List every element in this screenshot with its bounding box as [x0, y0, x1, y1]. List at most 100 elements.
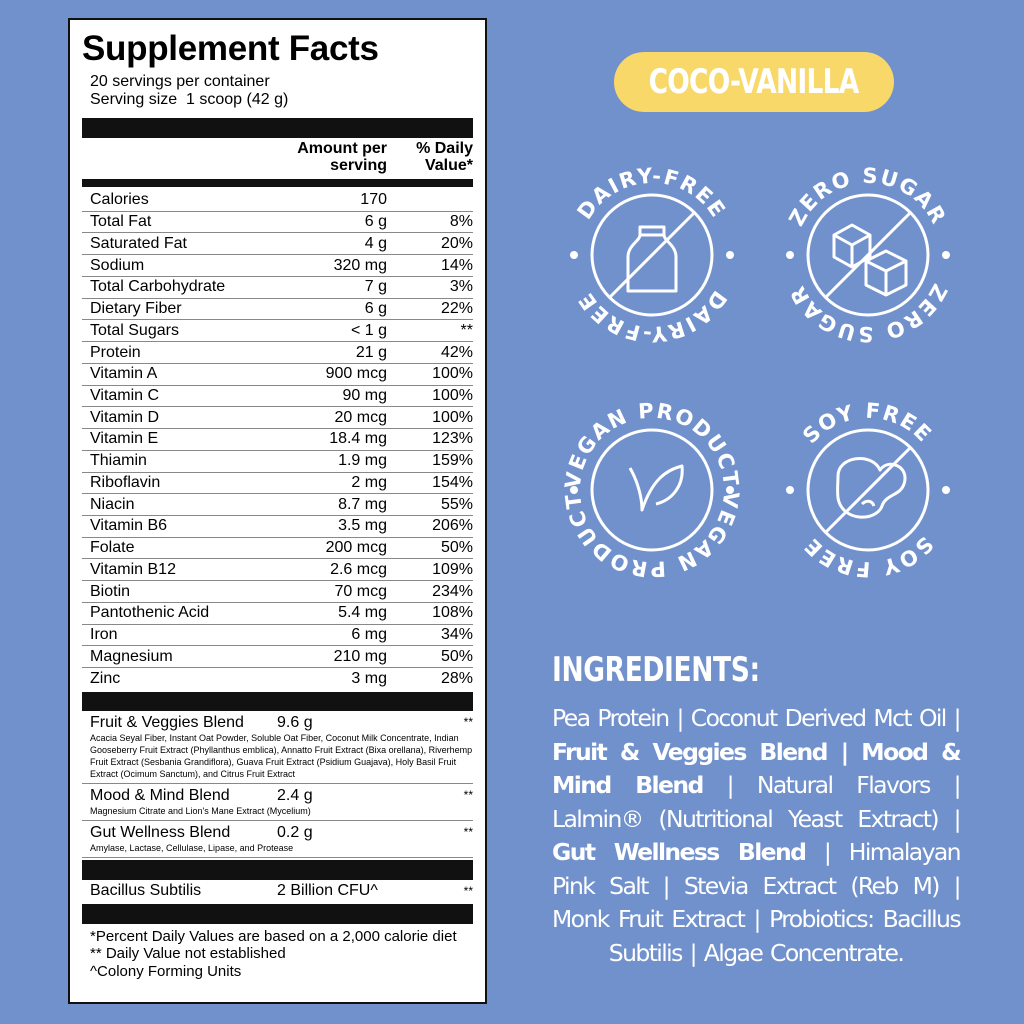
nutrient-row: Magnesium 210 mg 50%	[82, 646, 473, 669]
badge-dot	[786, 486, 794, 494]
nutrient-dv: 34%	[440, 626, 473, 644]
ingredient-segment: Pea Protein | Coconut Derived Mct Oil |	[552, 704, 962, 732]
badge-text: VEGAN PRODUCT	[561, 399, 744, 490]
nutrient-amount: 3.5 mg	[338, 517, 387, 535]
badge-dot	[942, 251, 950, 259]
nutrient-dv: **	[460, 321, 473, 339]
bar	[82, 903, 473, 924]
blend-name: Gut Wellness Blend	[90, 823, 231, 841]
badge-ring	[590, 428, 714, 552]
nutrient-row: Pantothenic Acid 5.4 mg 108%	[82, 603, 473, 625]
nutrient-dv: 108%	[432, 604, 473, 622]
blend-name: Fruit & Veggies Blend	[90, 713, 244, 731]
blend-dv: **	[463, 824, 473, 839]
ingredient-segment: Fruit & Veggies Blend | Mood & Mind Blen…	[552, 737, 962, 800]
nutrient-name: Total Sugars	[90, 321, 179, 339]
nutrient-amount: 20 mcg	[334, 408, 387, 426]
badge-text: VEGAN PRODUCT	[561, 490, 744, 581]
badge-dot	[570, 486, 578, 494]
nutrient-name: Dietary Fiber	[90, 300, 182, 318]
nutrient-dv: 100%	[432, 408, 473, 426]
nutrient-amount: 90 mg	[342, 386, 387, 404]
nutrient-row: Folate 200 mcg 50%	[82, 538, 473, 560]
badge-icon	[626, 225, 678, 293]
nutrient-amount: 1.9 mg	[338, 452, 387, 470]
blend-dv: **	[463, 714, 473, 729]
header-dv: % Daily Value*	[416, 140, 473, 174]
nutrient-amount: 7 g	[364, 278, 387, 296]
nutrient-name: Saturated Fat	[90, 234, 187, 252]
blend: Mood & Mind Blend 2.4 g ** Magnesium Citrat…	[82, 784, 473, 821]
nutrient-dv: 159%	[432, 452, 473, 470]
badge-icon	[832, 223, 908, 297]
nutrient-amount: 4 g	[364, 234, 387, 252]
nutrient-amount: 2.6 mcg	[330, 560, 387, 578]
probiotic-row: Bacillus Subtilis 2 Billion CFU^ **	[82, 880, 473, 902]
nutrient-row: Vitamin D 20 mcg 100%	[82, 407, 473, 430]
header-amount: Amount per serving	[297, 140, 387, 174]
footnote: ^Colony Forming Units	[90, 962, 242, 980]
badge-ring	[806, 193, 930, 317]
nutrient-name: Protein	[90, 343, 141, 361]
serving-size: Serving size 1 scoop (42 g)	[90, 91, 289, 108]
badge-text-run: VEGAN PRODUCT	[561, 490, 741, 581]
blend-description: Acacia Seyal Fiber, Instant Oat Powder, …	[90, 732, 473, 779]
badge-dot	[786, 251, 794, 259]
nutrient-amount: < 1 g	[350, 321, 387, 339]
nutrient-amount: 2 mg	[351, 473, 387, 491]
nutrient-dv: 28%	[440, 670, 473, 688]
nutrient-row: Vitamin C 90 mg 100%	[82, 386, 473, 408]
nutrient-row: Riboflavin 2 mg 154%	[82, 473, 473, 495]
footnote: *Percent Daily Values are based on a 2,0…	[90, 927, 457, 945]
badge-text-run: VEGAN PRODUCT	[561, 399, 741, 490]
bar	[82, 118, 473, 138]
ingredient-segment: | Himalayan Pink Salt | Stevia Extract (…	[552, 838, 962, 967]
blend-amount: 9.6 g	[277, 713, 313, 731]
nutrient-dv: 22%	[440, 300, 473, 318]
title: Supplement Facts	[82, 29, 379, 68]
flavor-badge: COCO-VANILLA	[614, 52, 894, 112]
badge-dot	[570, 251, 578, 259]
nutrient-row: Sodium 320 mg 14%	[82, 255, 473, 277]
probiotic-amount: 2 Billion CFU^	[277, 881, 378, 899]
nutrient-amount: 170	[360, 191, 387, 209]
badge: SOY FREE SOY FREE	[786, 399, 950, 582]
nutrient-dv: 8%	[449, 213, 473, 231]
blend-amount: 0.2 g	[277, 823, 313, 841]
blend-row: Gut Wellness Blend 0.2 g **	[90, 823, 473, 842]
badge-text-run: ZERO SUGAR	[784, 164, 949, 230]
nutrient-row: Saturated Fat 4 g 20%	[82, 233, 473, 256]
nutrient-rows: Calories 170 Total Fat 6 g 8% Saturated Fat 4 …	[82, 190, 473, 690]
nutrient-dv: 55%	[440, 495, 473, 513]
nutrient-name: Calories	[90, 191, 149, 209]
badge-slash	[608, 211, 696, 299]
badge-dot	[942, 486, 950, 494]
nutrient-name: Biotin	[90, 582, 131, 600]
blend-dv: **	[463, 787, 473, 802]
nutrient-amount: 18.4 mg	[329, 430, 387, 448]
nutrient-row: Thiamin 1.9 mg 159%	[82, 451, 473, 473]
nutrient-amount: 6 g	[364, 213, 387, 231]
badge-ring	[590, 193, 714, 317]
badge-dot	[726, 486, 734, 494]
nutrient-row: Vitamin B12 2.6 mcg 109%	[82, 559, 473, 582]
nutrient-name: Magnesium	[90, 647, 173, 665]
nutrient-amount: 6 mg	[351, 626, 387, 644]
bar	[82, 859, 473, 880]
ingredients-text: Pea Protein | Coconut Derived Mct Oil | …	[552, 702, 962, 970]
nutrient-row: Vitamin E 18.4 mg 123%	[82, 429, 473, 451]
footnotes: *Percent Daily Values are based on a 2,0…	[82, 928, 473, 981]
badge-ring	[806, 428, 930, 552]
column-header: Amount per serving % Daily Value*	[82, 138, 473, 176]
nutrient-dv: 234%	[432, 582, 473, 600]
badge-text: SOY FREE	[798, 532, 938, 582]
blend-row: Mood & Mind Blend 2.4 g **	[90, 786, 473, 805]
ingredients: INGREDIENTS: Pea Protein | Coconut Derive…	[552, 650, 962, 970]
nutrient-row: Iron 6 mg 34%	[82, 625, 473, 647]
blend-row: Fruit & Veggies Blend 9.6 g **	[90, 713, 473, 732]
nutrient-name: Thiamin	[90, 452, 147, 470]
badge-text: ZERO SUGAR	[784, 164, 952, 230]
badge-slash	[824, 211, 912, 299]
badge-dot	[726, 251, 734, 259]
flavor-text: COCO-VANILLA	[649, 62, 860, 102]
